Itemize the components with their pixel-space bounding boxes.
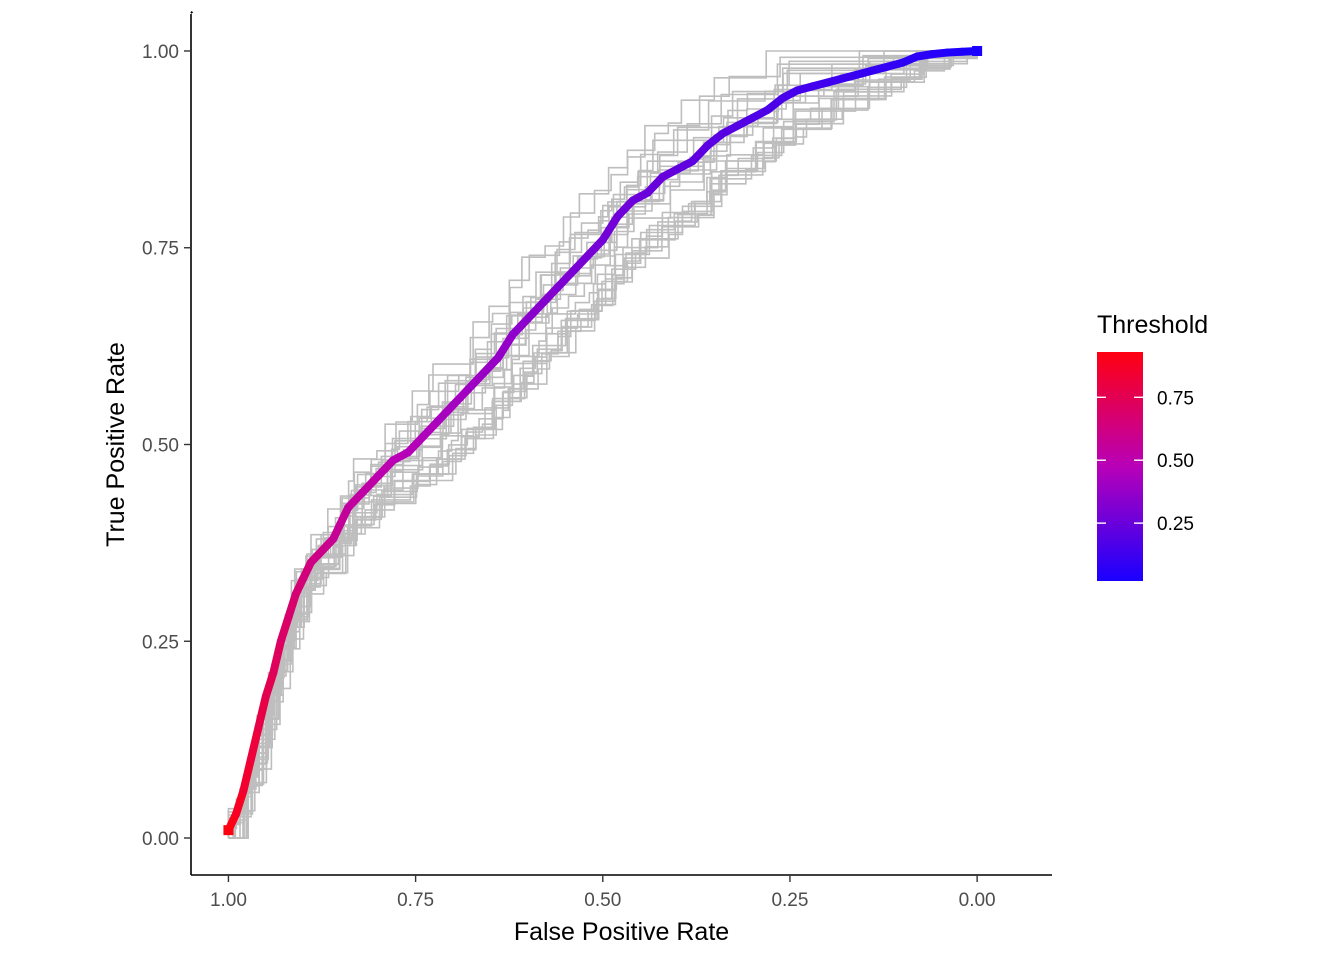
bootstrap-curve — [227, 50, 978, 838]
bootstrap-curve — [228, 50, 978, 839]
bootstrap-curve — [228, 50, 978, 839]
x-tick-label: 0.00 — [959, 890, 996, 911]
legend-tick-label: 0.25 — [1157, 514, 1194, 535]
y-tick-label: 0.50 — [142, 436, 179, 457]
main-curve-segment — [239, 755, 255, 795]
main-curve-segment — [254, 692, 270, 732]
bootstrap-curve — [228, 50, 978, 839]
main-curve-segment — [284, 590, 300, 622]
y-axis-title: True Positive Rate — [102, 342, 130, 547]
bootstrap-curve — [227, 51, 978, 838]
legend-color-bar — [1097, 352, 1143, 581]
bootstrap-curve — [228, 50, 978, 839]
bootstrap-curve — [228, 50, 978, 839]
bootstrap-curve — [228, 50, 978, 839]
main-curve-segment — [493, 330, 517, 362]
x-tick-label: 0.50 — [584, 890, 621, 911]
main-curve-end — [972, 45, 983, 56]
diagonal-reference — [190, 10, 194, 15]
axis-ticks: 1.00 0.75 0.50 0.25 0.00 0.00 0.25 0.50 0.75 1.00 — [142, 42, 996, 911]
x-tick-label: 0.75 — [397, 890, 434, 911]
y-tick-label: 0.00 — [142, 829, 179, 850]
bootstrap-curve — [228, 50, 978, 839]
legend: Threshold 0.75 0.50 0.25 — [1097, 311, 1208, 581]
legend-tick-label: 0.50 — [1157, 451, 1194, 472]
bootstrap-curve — [228, 51, 978, 839]
main-curve-segment — [598, 212, 622, 244]
bootstrap-curve — [228, 50, 978, 839]
x-tick-label: 1.00 — [210, 890, 247, 911]
legend-title: Threshold — [1097, 311, 1208, 339]
main-roc-curve — [223, 45, 983, 836]
main-curve-segment — [231, 786, 248, 819]
y-tick-label: 1.00 — [142, 42, 179, 63]
y-tick-label: 0.75 — [142, 239, 179, 260]
legend-ticks: 0.75 0.50 0.25 — [1097, 388, 1194, 535]
diagonal-line — [190, 10, 194, 15]
bootstrap-curves — [227, 50, 978, 839]
bootstrap-curve — [228, 50, 978, 839]
bootstrap-curve — [227, 50, 978, 838]
bootstrap-curve — [228, 51, 978, 839]
bootstrap-curve — [227, 50, 978, 838]
main-curve-segment — [246, 723, 263, 764]
axes — [190, 14, 1052, 876]
bootstrap-curve — [228, 51, 978, 839]
bootstrap-curve — [228, 51, 978, 839]
main-curve-start — [223, 825, 234, 836]
bootstrap-curve — [228, 50, 978, 839]
main-curve-segment — [276, 613, 293, 646]
x-tick-label: 0.25 — [771, 890, 808, 911]
y-tick-label: 0.25 — [142, 632, 179, 653]
main-curve-segment — [269, 637, 285, 677]
main-curve-segment — [261, 668, 278, 701]
x-axis-title: False Positive Rate — [514, 918, 729, 946]
bootstrap-curve — [228, 51, 978, 839]
bootstrap-curve — [227, 51, 978, 838]
legend-tick-label: 0.75 — [1157, 388, 1194, 409]
bootstrap-curve — [227, 51, 978, 838]
bootstrap-curve — [228, 50, 978, 839]
bootstrap-curve — [228, 51, 978, 839]
bootstrap-curve — [228, 50, 978, 839]
bootstrap-curve — [227, 50, 978, 838]
